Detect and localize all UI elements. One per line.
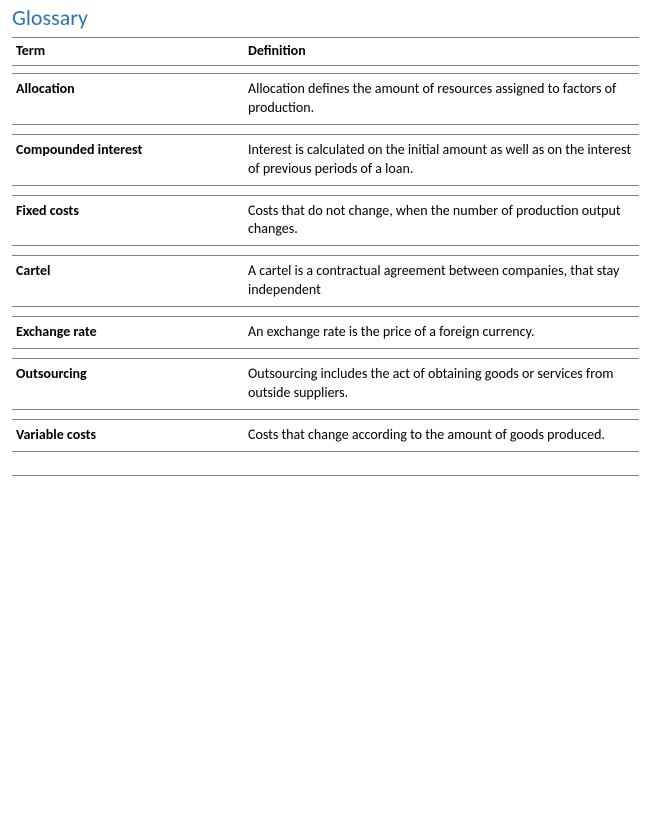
row-separator [12,246,639,256]
term-cell: Fixed costs [12,195,244,246]
page-title: Glossary [12,4,639,31]
definition-cell: Costs that do not change, when the numbe… [244,195,639,246]
row-separator [12,451,639,475]
table-row: CartelA cartel is a contractual agreemen… [12,256,639,307]
row-separator [12,185,639,195]
term-cell: Variable costs [12,419,244,451]
table-row: Fixed costsCosts that do not change, whe… [12,195,639,246]
header-term: Term [12,38,244,66]
table-row: Compounded interestInterest is calculate… [12,134,639,185]
row-separator [12,307,639,317]
definition-cell: Costs that change according to the amoun… [244,419,639,451]
row-separator [12,349,639,359]
definition-cell: Outsourcing includes the act of obtainin… [244,359,639,410]
glossary-table: Term Definition AllocationAllocation def… [12,37,639,476]
row-separator [12,124,639,134]
term-cell: Exchange rate [12,317,244,349]
term-cell: Compounded interest [12,134,244,185]
row-separator [12,409,639,419]
term-cell: Cartel [12,256,244,307]
table-row: AllocationAllocation defines the amount … [12,74,639,125]
definition-cell: Allocation defines the amount of resourc… [244,74,639,125]
definition-cell: Interest is calculated on the initial am… [244,134,639,185]
definition-cell: An exchange rate is the price of a forei… [244,317,639,349]
table-row: OutsourcingOutsourcing includes the act … [12,359,639,410]
table-body: AllocationAllocation defines the amount … [12,66,639,476]
definition-cell: A cartel is a contractual agreement betw… [244,256,639,307]
header-definition: Definition [244,38,639,66]
table-row: Variable costsCosts that change accordin… [12,419,639,451]
table-row: Exchange rateAn exchange rate is the pri… [12,317,639,349]
term-cell: Allocation [12,74,244,125]
term-cell: Outsourcing [12,359,244,410]
table-header-row: Term Definition [12,38,639,66]
glossary-page: Glossary Term Definition AllocationAlloc… [0,0,651,488]
